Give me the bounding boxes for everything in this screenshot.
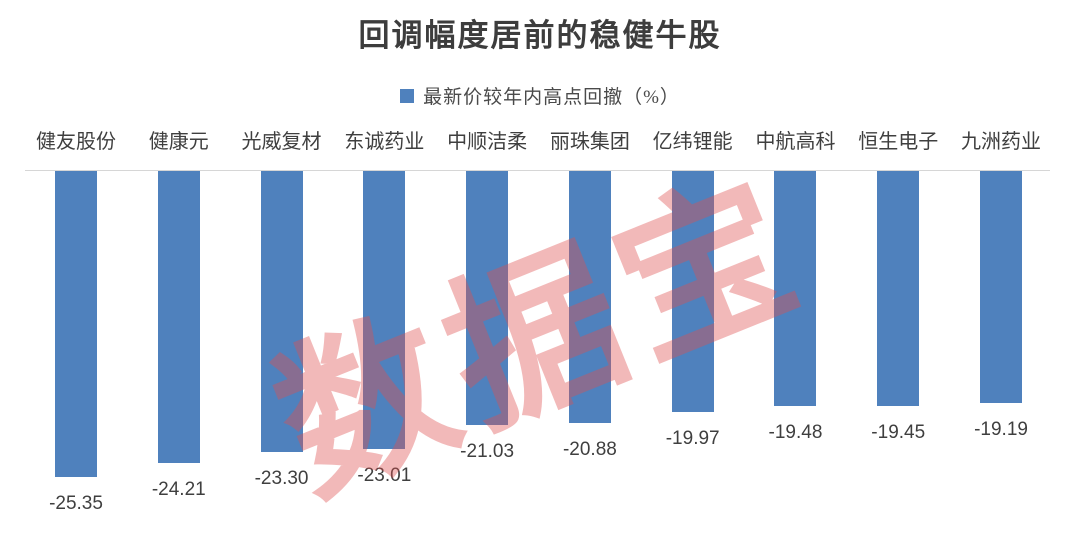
category-label: 亿纬锂能 xyxy=(652,131,733,153)
category-label: 中航高科 xyxy=(755,131,836,153)
bar xyxy=(774,171,817,406)
legend-label: 最新价较年内高点回撤（%） xyxy=(423,87,680,108)
legend: 最新价较年内高点回撤（%） xyxy=(0,82,1080,109)
value-label: -20.88 xyxy=(562,439,617,460)
value-label: -25.35 xyxy=(49,493,103,514)
value-label: -23.30 xyxy=(254,468,309,489)
category-label: 恒生电子 xyxy=(858,131,939,153)
bar xyxy=(568,171,611,423)
value-label: -23.01 xyxy=(357,465,412,486)
bar xyxy=(671,171,714,412)
category-label: 中顺洁柔 xyxy=(447,131,528,153)
category-label: 丽珠集团 xyxy=(549,131,630,153)
category-label: 九洲药业 xyxy=(961,131,1042,153)
value-label: -19.97 xyxy=(665,428,720,449)
value-label: -21.03 xyxy=(460,441,515,462)
value-label: -19.48 xyxy=(768,422,823,443)
bar xyxy=(157,171,200,463)
bar xyxy=(466,171,509,425)
legend-swatch-icon xyxy=(400,88,415,103)
zero-axis-line xyxy=(25,170,1050,171)
value-label: -19.45 xyxy=(871,422,926,443)
category-label: 东诚药业 xyxy=(344,131,425,153)
value-label: -24.21 xyxy=(151,479,206,500)
chart-title: 回调幅度居前的稳健牛股 xyxy=(358,18,722,53)
category-label: 健友股份 xyxy=(36,131,116,153)
bar xyxy=(363,171,406,449)
value-label: -19.19 xyxy=(974,419,1028,440)
category-label: 健康元 xyxy=(148,131,209,153)
bar xyxy=(260,171,303,452)
bar xyxy=(877,171,920,406)
bar xyxy=(980,171,1023,403)
bar xyxy=(55,171,97,477)
category-label: 光威复材 xyxy=(241,131,322,153)
